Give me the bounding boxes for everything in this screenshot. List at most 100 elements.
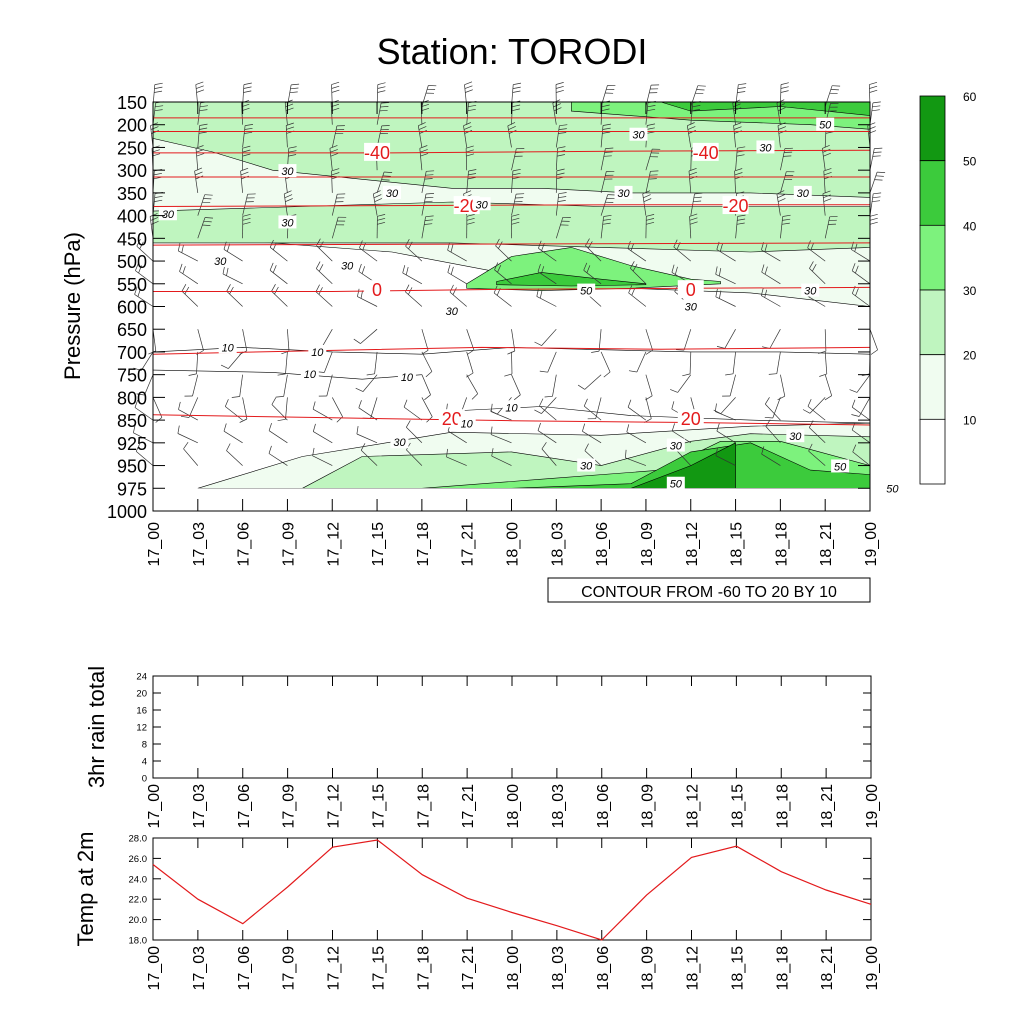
wind-barb-flag <box>646 214 655 217</box>
wind-barb-flag <box>245 124 254 126</box>
wind-barb-flag <box>467 349 475 355</box>
x-tick-label: 17_06 <box>236 946 253 991</box>
wind-barb-flag <box>196 85 204 89</box>
contour-info-box: CONTOUR FROM -60 TO 20 BY 10 <box>547 577 871 603</box>
wind-barb-flag <box>734 172 743 176</box>
wind-barb-flag <box>379 109 388 112</box>
wind-barb-flag <box>179 263 183 272</box>
colorbar-swatch <box>919 95 946 162</box>
wind-barb-flag <box>356 426 359 435</box>
wind-barb-flag <box>696 89 705 91</box>
wind-barb-flag <box>318 264 324 272</box>
x-tick-label: 19_00 <box>864 784 881 829</box>
wind-barb <box>446 456 467 466</box>
wind-barb-flag <box>498 241 503 249</box>
wind-barb <box>809 397 826 414</box>
wind-barb-flag <box>872 105 881 108</box>
x-tick-label: 18_18 <box>774 946 791 991</box>
contour-label: 30 <box>797 188 810 200</box>
wind-barb-flag <box>384 171 393 173</box>
wind-barb-flag <box>150 126 159 130</box>
wind-barb-flag <box>553 107 562 112</box>
wind-barb-flag <box>538 240 542 249</box>
wind-barb-flag <box>239 418 248 423</box>
contour-label: 30 <box>804 286 817 298</box>
y-tick-label: 4 <box>142 757 147 768</box>
wind-barb-flag <box>689 217 698 221</box>
contour-label-bg <box>786 429 805 443</box>
pressure-tick-label: 200 <box>117 116 147 136</box>
wind-barb-flag <box>331 168 340 172</box>
wind-barb-flag <box>737 87 746 89</box>
colorbar-tick-label: 60 <box>963 90 977 104</box>
wind-barb <box>285 351 288 374</box>
wind-barb <box>690 102 694 125</box>
wind-barb <box>134 407 154 421</box>
wind-barb-flag <box>687 122 695 127</box>
wind-barb-flag <box>353 338 361 344</box>
wind-barb-flag <box>689 171 698 176</box>
wind-barb-flag <box>288 154 297 157</box>
wind-barb <box>869 193 874 216</box>
wind-barb <box>595 397 602 419</box>
time-tick-label: 19_00 <box>863 522 880 567</box>
wind-barb-flag <box>377 214 386 217</box>
wind-barb <box>223 430 243 444</box>
y-tick-label: 28.0 <box>129 834 148 845</box>
wind-barb-flag <box>271 397 277 405</box>
wind-barb-flag <box>715 447 718 456</box>
contour-label-bg <box>502 400 521 414</box>
wind-barb-flag <box>738 83 747 86</box>
wind-barb <box>140 351 154 371</box>
wind-barb-flag <box>196 153 205 157</box>
wind-barb-flag <box>284 194 293 199</box>
contour-label: 30 <box>281 217 294 229</box>
wind-barb-flag <box>150 122 159 126</box>
wind-barb-flag <box>199 123 208 126</box>
wind-barb-flag <box>182 266 186 274</box>
wind-barb-flag <box>424 219 433 221</box>
wind-barb <box>626 431 647 444</box>
wind-barb-flag <box>511 217 520 221</box>
x-tick-label: 17_15 <box>370 946 387 991</box>
wind-barb <box>370 397 378 419</box>
wind-barb-flag <box>199 105 208 108</box>
wind-barb-flag <box>873 151 882 153</box>
wind-barb-flag <box>466 214 475 217</box>
wind-barb-flag <box>776 190 785 195</box>
temp-axes: 18.0 20.0 22.0 24.0 26.0 28.0 17_00 17_03 17_06 1… <box>129 834 882 991</box>
wind-barb-flag <box>243 82 252 85</box>
wind-barb-flag <box>137 288 141 297</box>
x-tick-label: 17_12 <box>326 784 343 829</box>
wind-barb-flag <box>830 89 839 91</box>
wind-barb-flag <box>421 350 429 355</box>
colorbar-tick-label: 40 <box>963 219 977 233</box>
pressure-tick-label: 1000 <box>107 502 147 522</box>
wind-barb-flag <box>153 172 162 176</box>
wind-barb <box>598 329 602 352</box>
wind-barb-flag <box>782 214 791 217</box>
wind-barb-flag <box>537 263 541 272</box>
wind-barb-flag <box>467 108 476 112</box>
wind-barb <box>715 455 736 466</box>
wind-barb-flag <box>154 195 163 198</box>
wind-barb <box>765 403 781 421</box>
wind-barb-flag <box>765 397 770 405</box>
contour-label: 30 <box>386 188 399 200</box>
contour-label-bg <box>383 185 401 199</box>
contour-label-bg <box>211 254 230 268</box>
x-tick-label: 17_15 <box>370 784 387 829</box>
wind-barb <box>491 455 512 466</box>
wind-barb-flag <box>178 401 181 410</box>
y-tick-label: 24.0 <box>129 874 148 885</box>
wind-barb <box>283 374 288 397</box>
y-tick-label: 12 <box>136 723 147 734</box>
wind-barb <box>584 450 602 466</box>
wind-barb-flag <box>198 131 207 134</box>
wind-barb-flag <box>627 399 632 408</box>
pressure-tick-label: 500 <box>117 252 147 272</box>
wind-barb <box>672 430 691 444</box>
wind-barb-flag <box>811 264 817 272</box>
contour-label-bg <box>308 344 327 358</box>
wind-barb <box>732 351 736 374</box>
